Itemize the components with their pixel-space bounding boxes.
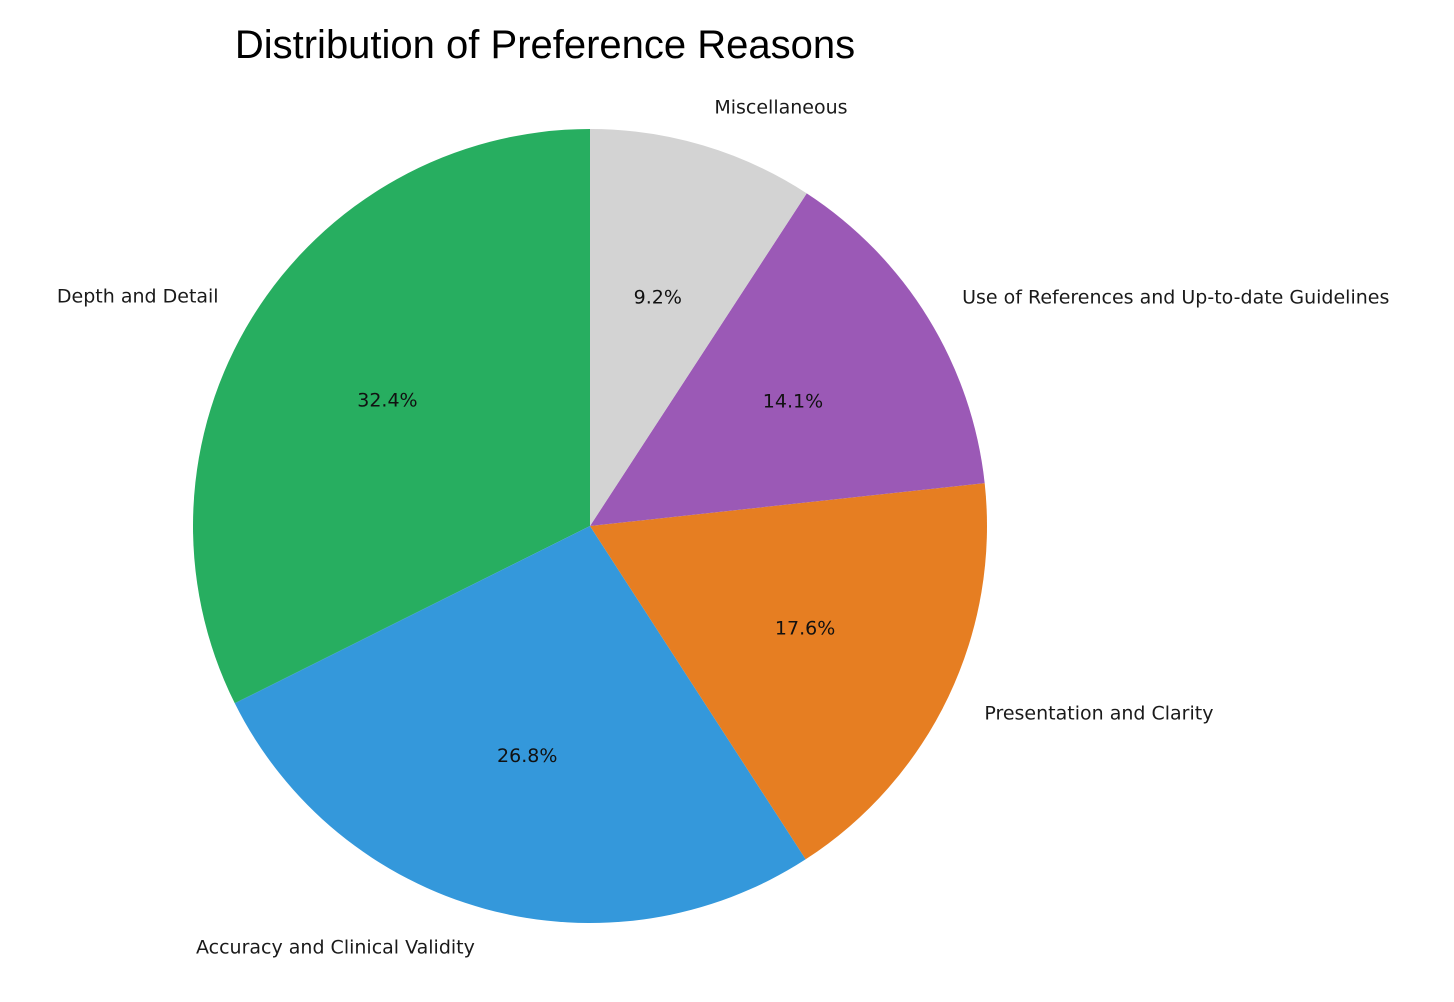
pie-slice-miscellaneous: [590, 129, 807, 526]
category-label-accuracy-and-clinical-validity: Accuracy and Clinical Validity: [196, 936, 475, 958]
pie-slices: [192, 129, 987, 923]
pct-label-depth-and-detail: 32.4%: [357, 390, 417, 412]
percentage-labels: 32.4% 26.8% 17.6% 14.1% 9.2%: [357, 287, 835, 767]
pct-label-presentation-and-clarity: 17.6%: [775, 617, 835, 639]
pct-label-use-of-references-and-up-to-date-guidelines: 14.1%: [763, 390, 823, 412]
category-label-presentation-and-clarity: Presentation and Clarity: [984, 703, 1213, 725]
category-label-miscellaneous: Miscellaneous: [714, 96, 847, 118]
category-label-use-of-references-and-up-to-date-guidelines: Use of References and Up-to-date Guideli…: [962, 286, 1389, 308]
pie-slice-depth-and-detail: [192, 129, 590, 704]
pct-label-miscellaneous: 9.2%: [634, 287, 682, 309]
category-label-depth-and-detail: Depth and Detail: [57, 285, 219, 307]
pie-slice-accuracy-and-clinical-validity: [234, 526, 806, 923]
pie-slice-use-of-references-and-up-to-date-guidelines: [590, 193, 985, 526]
pie-slice-presentation-and-clarity: [590, 483, 987, 860]
category-labels: Depth and Detail Accuracy and Clinical Va…: [57, 96, 1389, 958]
pct-label-accuracy-and-clinical-validity: 26.8%: [497, 745, 557, 767]
chart-title: Distribution of Preference Reasons: [235, 23, 855, 67]
